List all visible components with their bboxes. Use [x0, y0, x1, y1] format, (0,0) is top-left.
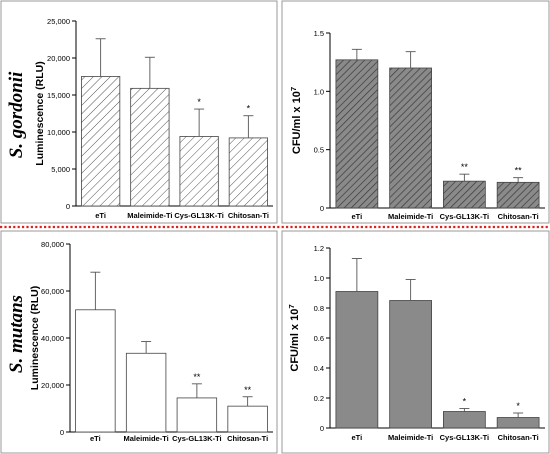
row-label-s-gordonii: S. gordonii — [6, 71, 27, 158]
significance-marker: * — [197, 97, 201, 107]
significance-marker: ** — [461, 162, 469, 172]
chart-top-left: 0 5,000 10,000 15,000 20,000 25,000 Luminescen… — [34, 17, 273, 220]
y-axis-label-superscript: 7 — [289, 87, 298, 91]
charts: 0 5,000 10,000 15,000 20,000 25,000 Luminescen… — [29, 17, 545, 443]
panel-frame-bottom-left — [0, 230, 278, 454]
y-tick-label: 1.2 — [314, 244, 324, 253]
panel-frame-bottom-right — [281, 230, 550, 454]
significance-marker: * — [463, 397, 467, 407]
y-tick-label: 1.0 — [314, 274, 324, 283]
chart-top-right: 0 0.5 1.0 1.5 CFU/ml x 107 eTi Maleimide-Ti ** C… — [289, 29, 545, 221]
panel-frame-top-right — [281, 0, 550, 224]
y-tick-label: 40,000 — [41, 334, 64, 343]
y-tick-label: 0.8 — [314, 304, 324, 313]
significance-marker: * — [516, 401, 520, 411]
y-tick-label: 0.2 — [314, 394, 324, 403]
category-label: Chitosan-Ti — [228, 211, 269, 220]
chart-bottom-right: 0 0.2 0.4 0.6 0.8 1.0 1.2 CFU/ml x 107 eTi Maleim… — [287, 244, 545, 442]
category-label: Maleimide-Ti — [127, 211, 172, 220]
bar-4 — [496, 181, 540, 209]
y-tick-label: 20,000 — [47, 54, 70, 63]
y-tick-label: 5,000 — [51, 165, 70, 174]
y-tick-label: 0 — [66, 202, 70, 211]
y-axis-label-superscript: 7 — [287, 304, 296, 308]
significance-marker: ** — [515, 166, 523, 176]
panel-frame-top-left — [0, 0, 278, 224]
y-tick-label: 1.0 — [314, 87, 324, 96]
significance-marker: ** — [244, 385, 252, 395]
y-axis-label: CFU/ml x 107 — [287, 304, 301, 371]
y-tick-label: 0 — [320, 424, 324, 433]
category-label: Chitosan-Ti — [227, 434, 268, 443]
bar-1 — [75, 309, 116, 433]
bar-3 — [443, 411, 486, 429]
bar-2 — [125, 352, 167, 433]
bar-1 — [335, 291, 379, 429]
category-label: Maleimide-Ti — [388, 433, 433, 442]
y-tick-label: 80,000 — [41, 240, 64, 249]
chart-bottom-left: 0 20,000 40,000 60,000 80,000 Luminescence (R… — [29, 240, 273, 443]
bar-2 — [389, 67, 432, 209]
y-axis-label: Luminescence (RLU) — [34, 61, 46, 165]
bar-3 — [176, 397, 218, 433]
y-tick-label: 0.6 — [314, 334, 324, 343]
category-label: Cys-GL13K-Ti — [174, 211, 223, 220]
category-label: eTi — [95, 211, 106, 220]
category-label: eTi — [90, 434, 101, 443]
category-label: Cys-GL13K-Ti — [440, 433, 489, 442]
bar-3 — [179, 136, 219, 207]
y-tick-label: 0 — [60, 428, 64, 437]
y-tick-label: 60,000 — [41, 287, 64, 296]
y-axis-label: Luminescence (RLU) — [29, 286, 41, 390]
y-tick-label: 0 — [320, 204, 324, 213]
bar-4 — [227, 405, 268, 433]
category-label: Chitosan-Ti — [498, 433, 539, 442]
category-label: Cys-GL13K-Ti — [172, 434, 221, 443]
category-label: eTi — [352, 433, 363, 442]
y-tick-label: 0.5 — [314, 146, 324, 155]
bar-4 — [496, 417, 540, 429]
category-label: Maleimide-Ti — [123, 434, 168, 443]
bar-4 — [228, 137, 268, 207]
bar-2 — [130, 87, 170, 207]
category-label: Cys-GL13K-Ti — [440, 212, 489, 221]
y-tick-label: 25,000 — [47, 17, 70, 26]
y-axis-label: CFU/ml x 107 — [289, 87, 303, 154]
bar-1 — [81, 76, 121, 207]
category-label: eTi — [352, 212, 363, 221]
category-label: Maleimide-Ti — [388, 212, 433, 221]
y-tick-label: 0.4 — [314, 364, 324, 373]
y-tick-label: 10,000 — [47, 128, 70, 137]
y-tick-label: 20,000 — [41, 381, 64, 390]
category-label: Chitosan-Ti — [498, 212, 539, 221]
y-tick-label: 15,000 — [47, 91, 70, 100]
significance-marker: * — [247, 104, 251, 114]
bar-2 — [389, 300, 432, 429]
bar-3 — [443, 180, 486, 209]
row-label-s-mutans: S. mutans — [6, 295, 27, 373]
significance-marker: ** — [193, 372, 201, 382]
bar-1 — [335, 59, 379, 209]
y-tick-label: 1.5 — [314, 29, 324, 38]
